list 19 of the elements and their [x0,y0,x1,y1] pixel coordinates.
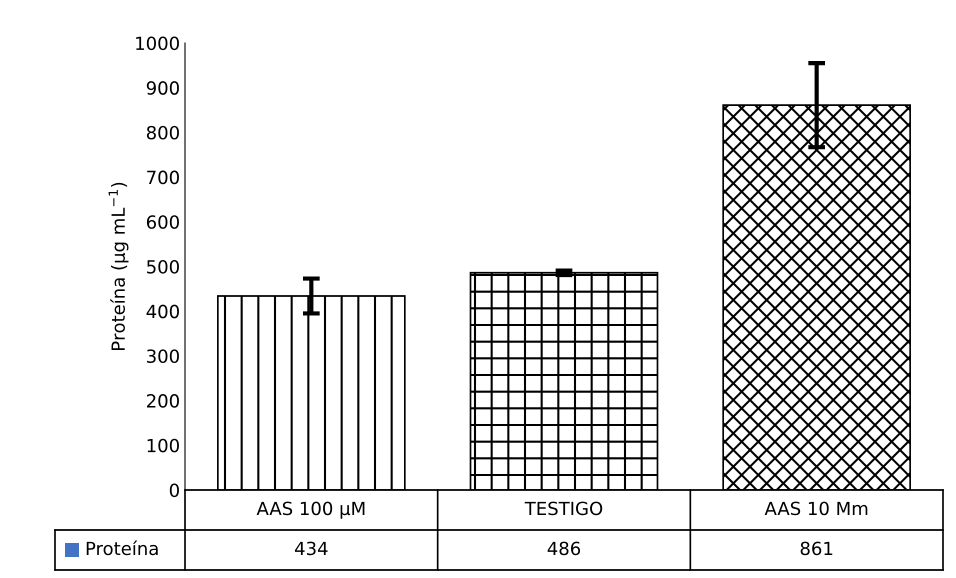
y-axis-title: Proteína (µg mL$^{−1}$) [108,182,128,350]
y-tick-label: 400 [146,304,179,318]
x-tick-label: AAS 10 Mm [764,502,868,516]
text: Proteína [86,540,158,556]
y-tick-label: 1000 [136,36,179,50]
y-tick-label: 300 [147,349,179,364]
y-tick-label: 500 [147,260,179,274]
y-tick-label: 600 [146,215,179,229]
x-tick-label: AAS 100 µM [256,502,364,519]
y-tick-label: 200 [147,394,179,408]
y-tick-label: 700 [147,170,179,184]
x-tick-label: TESTIGO [524,502,602,516]
data-label: 486 [548,542,580,556]
data-label: 434 [294,542,328,556]
y-tick-label: 0 [170,483,179,498]
y-tick-label: 900 [146,81,179,95]
y-tick-label: 800 [146,126,179,140]
y-tick-label: 100 [148,438,179,452]
data-label: 861 [800,542,832,556]
